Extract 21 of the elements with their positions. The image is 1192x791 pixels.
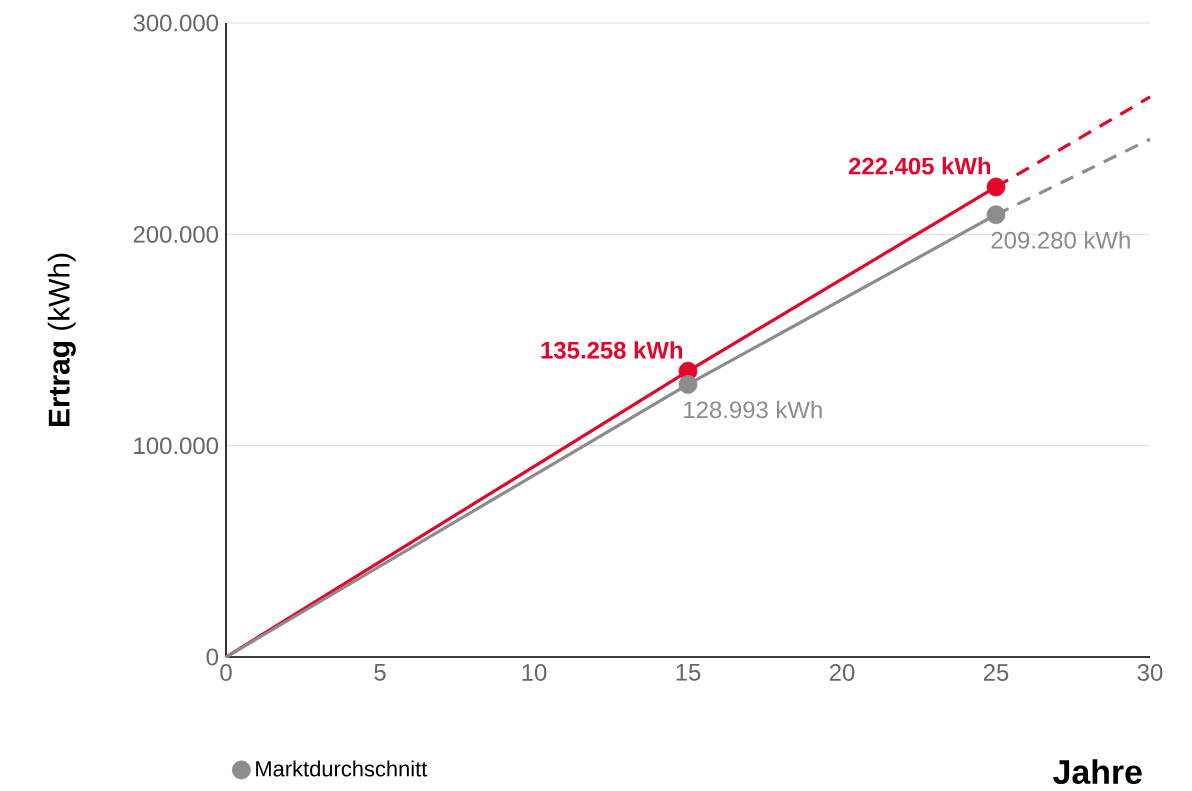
y-tick-label: 200.000 bbox=[133, 226, 219, 243]
x-axis-title: Jahre bbox=[1053, 759, 1142, 785]
x-tick-label: 0 bbox=[220, 664, 232, 682]
legend-label: Marktdurchschnitt bbox=[256, 760, 428, 777]
y-tick-label: 300.000 bbox=[133, 14, 219, 32]
data-label: 135.258 kWh bbox=[541, 341, 683, 359]
x-tick-label: 15 bbox=[676, 664, 701, 681]
y-axis-title: Ertrag (kWh) bbox=[47, 254, 76, 427]
x-tick-label: 30 bbox=[1137, 664, 1163, 682]
data-label: 128.993 kWh bbox=[684, 400, 822, 419]
x-tick-label: 25 bbox=[983, 664, 1009, 682]
x-tick-label: 20 bbox=[829, 664, 855, 682]
data-label: 209.280 kWh bbox=[991, 231, 1130, 249]
x-tick-label: 5 bbox=[374, 664, 386, 681]
point bbox=[678, 375, 698, 394]
y-tick-label: 100.000 bbox=[134, 437, 219, 455]
y-tick-label: 0 bbox=[206, 648, 219, 666]
point bbox=[986, 177, 1006, 197]
point bbox=[986, 205, 1006, 225]
x-tick-label: 10 bbox=[522, 664, 547, 682]
data-label: 222.405 kWh bbox=[848, 157, 991, 175]
